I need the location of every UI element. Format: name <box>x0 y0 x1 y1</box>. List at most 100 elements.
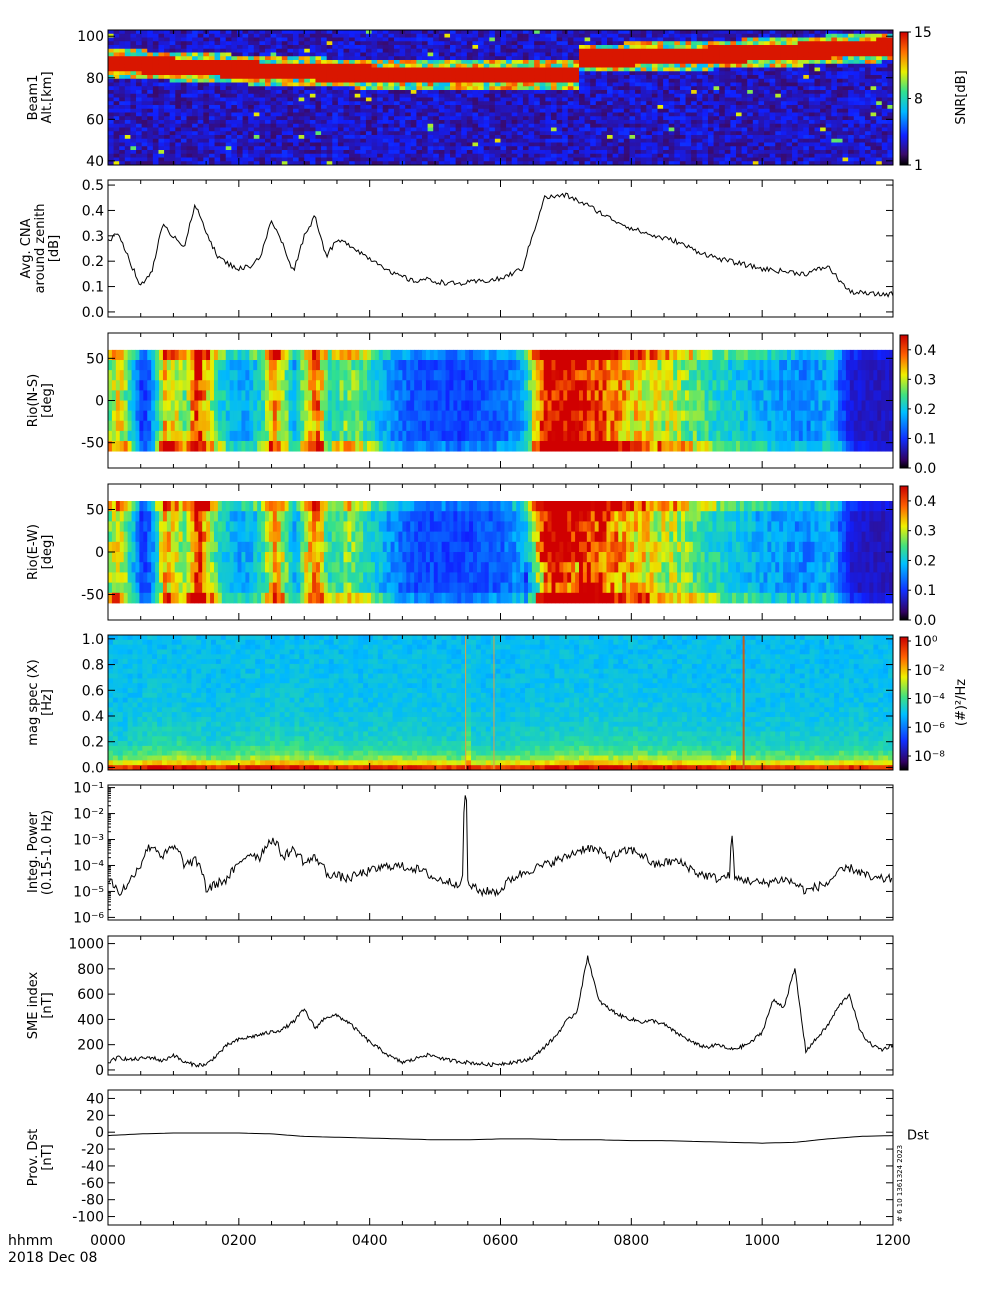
x-tick-label: 0000 <box>90 1233 126 1249</box>
panel-2-ytick-label: 50 <box>86 351 104 367</box>
panel-2-cb-label: 0.4 <box>914 343 936 359</box>
panel-7-ytick-label: 20 <box>86 1108 104 1124</box>
dst-legend-label: Dst <box>907 1129 929 1144</box>
panel-6-ytick-label: 200 <box>77 1038 104 1054</box>
panel-2-colorbar <box>899 334 909 469</box>
panel-4-ytick-label: 0.4 <box>82 709 104 725</box>
integ-power-series-line <box>107 795 893 898</box>
panel-0-cb-label: 1 <box>914 158 923 174</box>
panel-3-colorbar <box>899 485 909 621</box>
x-tick-label: 0800 <box>614 1233 650 1249</box>
panel-3-ytick-label: 50 <box>86 503 104 519</box>
panel-3-ylabel: Rio(E-W)[deg] <box>26 524 55 580</box>
panel-7-ytick-label: 40 <box>86 1091 104 1107</box>
ylabel-line: Rio(E-W) <box>26 524 41 580</box>
ylabel-line: [nT] <box>40 1144 55 1170</box>
panel-5-ytick-label: 10⁻² <box>73 807 104 823</box>
ylabel-line: Beam1 <box>26 75 41 121</box>
panel-2-cb-label: 0.2 <box>914 402 936 418</box>
panel-rio-ns: -50 0 50 Rio(N-S)[deg] 0.0 0.1 0.2 0.3 0.4 <box>26 332 936 477</box>
panel-0-cb-label: 15 <box>914 25 932 41</box>
rio-ns-heatmap <box>108 349 894 452</box>
panel-5-ytick-label: 10⁻⁴ <box>73 858 104 874</box>
panel-3-cb-label: 0.3 <box>914 524 936 540</box>
panel-2-ytick-label: 0 <box>95 394 104 410</box>
panel-3-cb-label: 0.2 <box>914 553 936 569</box>
panel-4-colorbar <box>899 636 909 771</box>
ylabel-line: around zenith <box>33 204 48 294</box>
panel-3-cb-label: 0.4 <box>914 494 936 510</box>
panel-7-frame <box>107 1089 894 1226</box>
x-tick-label: 0200 <box>221 1233 257 1249</box>
panel-0-ytick-label: 80 <box>86 71 104 87</box>
panel-4-ytick-label: 0.8 <box>82 658 104 674</box>
panel-4-cb-label: 10⁻⁴ <box>914 692 945 708</box>
beam1-heatmap <box>108 30 894 166</box>
panel-1-ytick-label: 0.0 <box>82 305 104 321</box>
x-tick-label: 1200 <box>875 1233 911 1249</box>
ylabel-line: Prov. Dst <box>26 1129 41 1186</box>
panel-4-cb-label: 10⁰ <box>914 634 938 650</box>
ylabel-line: SME index <box>26 972 41 1040</box>
ylabel-line: Rio(N-S) <box>26 374 41 427</box>
panel-0-cb-label: 8 <box>914 92 923 108</box>
panel-4-ytick-label: 0.6 <box>82 683 104 699</box>
ylabel-line: [deg] <box>40 535 55 570</box>
panel-3-ytick-label: -50 <box>81 588 104 604</box>
panel-3-ytick-label: 0 <box>95 545 104 561</box>
panel-beam1: 40 60 80 100 Beam1Alt.[km] 1 8 15 SNR[dB] <box>26 25 969 174</box>
panel-3-cb-label: 0.0 <box>914 613 936 629</box>
panel-0-ytick-label: 40 <box>86 154 104 170</box>
panel-1-ylabel: Avg. CNAaround zenith[dB] <box>19 204 62 294</box>
panel-1-ytick-label: 0.4 <box>82 203 104 219</box>
panel-2-cb-label: 0.1 <box>914 431 936 447</box>
panel-2-ylabel: Rio(N-S)[deg] <box>26 374 55 427</box>
panel-2-cb-label: 0.0 <box>914 461 936 477</box>
date-label: 2018 Dec 08 <box>8 1250 97 1266</box>
panel-4-ytick-label: 1.0 <box>82 632 104 648</box>
panel-1-ytick-label: 0.1 <box>82 280 104 296</box>
panel-4-cb-title: (#)²/Hz <box>954 679 969 726</box>
ylabel-line: [Hz] <box>40 689 55 716</box>
x-axis-title: hhmm <box>8 1233 53 1249</box>
panel-6-ytick-label: 600 <box>77 987 104 1003</box>
cna-series-line <box>107 192 894 298</box>
panel-4-cb-label: 10⁻⁶ <box>914 720 945 736</box>
panel-rio-ew: -50 0 50 Rio(E-W)[deg] 0.0 0.1 0.2 0.3 0.4 <box>26 483 936 629</box>
panel-5-ytick-label: 10⁻³ <box>73 833 104 849</box>
x-tick-label: 0600 <box>483 1233 519 1249</box>
x-tick-label: 1000 <box>744 1233 780 1249</box>
ylabel-line: [nT] <box>40 992 55 1018</box>
dst-series-line <box>107 1132 894 1144</box>
panel-6-ytick-label: 400 <box>77 1012 104 1028</box>
panel-4-ytick-label: 0.2 <box>82 735 104 751</box>
panel-7-ylabel: Prov. Dst[nT] <box>26 1129 55 1186</box>
sme-series-line <box>107 955 894 1068</box>
panel-cna: 0.0 0.1 0.2 0.3 0.4 0.5 Avg. CNAaround zenith[… <box>19 178 894 321</box>
panel-7-ytick-label: 0 <box>95 1125 104 1141</box>
panel-2-cb-label: 0.3 <box>914 372 936 388</box>
panel-5-ytick-label: 10⁻⁵ <box>73 884 104 900</box>
panel-6-frame <box>107 935 894 1076</box>
panel-0-ylabel: Beam1Alt.[km] <box>26 71 55 123</box>
panel-4-cb-label: 10⁻⁸ <box>914 749 945 765</box>
panel-3-cb-label: 0.1 <box>914 583 936 599</box>
panel-7-ytick-label: -20 <box>81 1142 104 1158</box>
panel-integ-power: 10⁻⁶ 10⁻⁵ 10⁻⁴ 10⁻³ 10⁻² 10⁻¹ Integ. Power(0.1… <box>26 781 894 926</box>
ylabel-line: [deg] <box>40 383 55 418</box>
panel-7-ytick-label: -60 <box>81 1176 104 1192</box>
panel-1-ytick-label: 0.3 <box>82 229 104 245</box>
panel-2-ytick-label: -50 <box>81 436 104 452</box>
panel-1-ytick-label: 0.5 <box>82 178 104 194</box>
panel-0-cb-title: SNR[dB] <box>954 70 969 124</box>
footer-stamp: # 6 10 1361324 2023 <box>896 1145 904 1222</box>
ylabel-line: Avg. CNA <box>19 218 34 278</box>
panel-7-ytick-label: -80 <box>81 1193 104 1209</box>
panel-1-frame <box>107 179 894 318</box>
ylabel-line: mag spec (X) <box>26 659 41 745</box>
panel-6-ytick-label: 1000 <box>68 937 104 953</box>
panel-sme: 0 200 400 600 800 1000 SME index[nT] <box>26 935 894 1079</box>
